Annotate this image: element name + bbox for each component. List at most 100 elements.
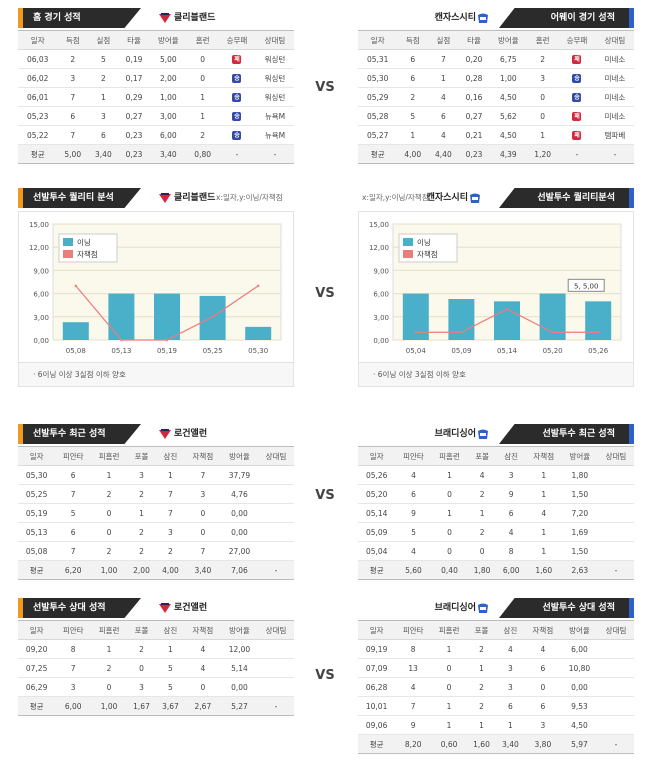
table-cell: 2 [155,541,185,561]
average-cell: - [595,144,634,164]
table-cell [258,677,294,697]
table-cell [598,658,634,678]
table-cell: 뉴욕M [255,125,294,145]
line-point [165,338,169,342]
section-title: 선발투수 상대 성적 [499,598,629,618]
table-cell: 2 [91,541,128,561]
table-cell: 0 [431,522,468,542]
table-cell [598,696,634,716]
table-cell: 7 [55,484,92,504]
table-cell: 1 [91,639,128,659]
average-cell: 2,00 [127,560,156,580]
table-cell: 0 [527,106,558,126]
result-cell: 승 [217,68,256,88]
table-cell: 05,26 [358,465,396,485]
table-row: 06,02 3 2 0,17 2,00 0 승 워싱턴 [18,68,294,88]
loss-badge: 패 [232,55,242,64]
average-cell: 3,80 [524,734,561,754]
table-cell: 10,01 [358,696,396,716]
table-cell: 0,20 [458,49,490,69]
win-badge: 승 [572,93,582,102]
table-cell: 8 [496,541,526,561]
table-cell: 12,00 [220,639,259,659]
header-accent [629,188,634,208]
table-cell: 37,79 [220,465,259,485]
quality-analysis-panel-left: 선발투수 퀄리티 분석 클리블랜드 x:일자,y:이닝/자책점 0,00 3,00… [18,186,294,387]
table-cell: 6 [397,68,429,88]
table-cell [258,522,294,542]
quality-chart-right: 0,00 3,00 6,00 9,00 12,00 15,00 05,04 05,09 05,1… [358,211,634,387]
table-cell: 4 [428,125,459,145]
table-cell: 4 [395,677,432,697]
loss-badge: 패 [572,112,582,121]
quality-chart-svg: 0,00 3,00 6,00 9,00 12,00 15,00 05,08 05,13 05,1… [29,221,282,355]
table-cell: 1 [525,541,562,561]
table-cell: 2 [467,639,496,659]
column-header: 상대팀 [595,30,634,50]
legend-label-runs: 자책점 [77,249,98,259]
table-cell: 3 [524,715,561,735]
column-header: 일자 [18,30,58,50]
annotation-box [567,278,605,292]
table-cell: 1 [155,639,185,659]
table-cell: 5 [88,49,119,69]
table-cell: 1 [428,68,459,88]
average-cell: - [258,696,294,716]
table-cell [258,658,294,678]
table-row: 05,09 5 0 2 4 1 1,69 [358,522,634,542]
table-cell: 9 [395,715,432,735]
y-tick-label: 3,00 [33,314,49,322]
table-cell: 1 [527,125,558,145]
table-cell: 0,27 [458,106,490,126]
table-cell: 8 [55,639,92,659]
table-cell: 2 [91,658,128,678]
column-header: 방어율 [149,30,188,50]
x-tick-label: 05,30 [248,347,268,355]
table-cell: 05,29 [358,87,398,107]
table-cell: 1 [525,522,562,542]
table-row: 09,06 9 1 1 1 3 4,50 [358,715,634,735]
legend-swatch-innings [403,238,413,246]
away-record-table: 일자 득점 실점 타율 방어율 홈런 승무패 상대팀 05,31 6 7 0,20 6,75 2 패 미네소 0… [358,30,634,164]
table-cell: 0,27 [118,106,150,126]
table-cell: 05,25 [18,484,56,504]
table-row: 05,30 6 1 3 1 7 37,79 [18,465,294,485]
table-cell: 13 [395,658,432,678]
vs-label: VS [315,488,335,503]
quality-analysis-panel-right: x:일자,y:이닝/자책점 캔자스시티 선발투수 퀄리티분석 0,00 3,00 6… [358,186,634,387]
y-tick-label: 3,00 [373,314,389,322]
table-cell: 4 [496,522,526,542]
average-cell: 평균 [18,696,56,716]
away-record-header: 캔자스시티 어웨이 경기 성적 [358,6,634,28]
table-cell: 2 [467,677,496,697]
cleveland-logo-icon [159,428,171,439]
table-cell: 1 [495,715,525,735]
y-tick-label: 6,00 [373,291,389,299]
table-cell: 미네소 [595,49,634,69]
table-cell: 6 [495,696,525,716]
average-cell: 1,80 [467,560,497,580]
pitcher-vs-header: 선발투수 상대 성적 로건앨런 [18,596,294,618]
y-tick-label: 6,00 [33,291,49,299]
table-cell: 0 [184,503,221,523]
table-cell: 05,09 [358,522,396,542]
table-cell [258,541,294,561]
table-cell: 2 [88,68,119,88]
table-cell [597,503,634,523]
table-cell: 3 [155,522,185,542]
table-cell: 0,28 [458,68,490,88]
average-cell: 3,67 [155,696,185,716]
legend-label-innings: 이닝 [77,237,91,247]
table-cell: 5 [397,106,429,126]
quality-chart-svg: 0,00 3,00 6,00 9,00 12,00 15,00 05,04 05,09 05,1… [369,221,622,355]
table-cell: 3 [55,677,92,697]
table-cell [597,541,634,561]
pitcher-vs-panel-right: 브래디싱어 선발투수 상대 성적 일자 피안타 피홈런 포볼 삼진 자책점 방어율 상대팀 09… [358,596,634,754]
table-cell: 1 [431,715,468,735]
column-header: 방어율 [560,620,599,640]
average-cell: 4,00 [155,560,185,580]
table-row: 05,20 6 0 2 9 1 1,50 [358,484,634,504]
x-tick-label: 05,20 [543,347,563,355]
table-cell: 3 [495,658,525,678]
